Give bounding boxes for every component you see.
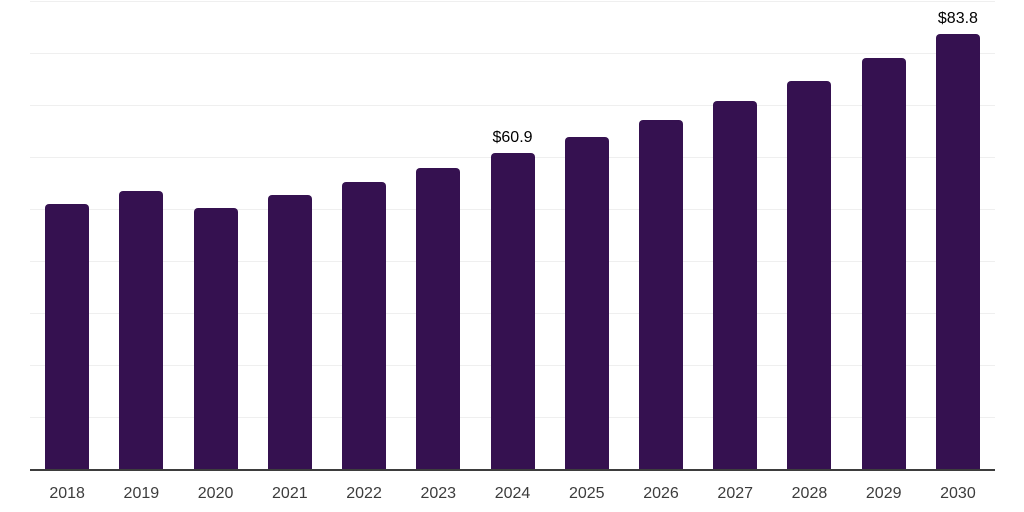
bar-slot-2022: [327, 2, 401, 470]
bar-2019: [119, 191, 164, 470]
plot-area: $60.9 $83.8: [30, 1, 995, 471]
bar-slot-2026: [624, 2, 698, 470]
bar-slot-2030: $83.8: [921, 2, 995, 470]
bar-value-label-2030: $83.8: [937, 10, 978, 28]
x-tick-label-2027: 2027: [717, 485, 754, 502]
x-tick-label-2018: 2018: [49, 485, 85, 502]
bar-slot-2029: [847, 2, 921, 470]
x-tick-label-2029: 2029: [865, 485, 902, 502]
bar-2025: [564, 136, 609, 470]
gridline-90: [30, 1, 995, 2]
x-tick-label-2025: 2025: [568, 485, 605, 502]
x-tick-label-2024: 2024: [494, 485, 531, 502]
x-axis-tick-labels: 2018 2019 2020 2021 2022 2023 2024 2025 2026 2027…: [30, 484, 995, 503]
bar-2018: [45, 204, 90, 470]
bar-2029: [861, 58, 906, 470]
x-tick-label-2028: 2028: [791, 485, 828, 502]
x-tick-label-2023: 2023: [420, 485, 457, 502]
bar-slot-2027: [698, 2, 772, 470]
bar-slot-2024: $60.9: [475, 2, 549, 470]
x-tick-label-2026: 2026: [643, 485, 679, 502]
bar-slot-2020: [178, 2, 252, 470]
bar-2030: [935, 34, 980, 470]
x-tick-label-2030: 2030: [940, 485, 976, 502]
bar-2028: [787, 80, 832, 470]
x-tick-label-2021: 2021: [272, 485, 308, 502]
x-tick-label-2019: 2019: [123, 485, 160, 502]
x-axis-line: [30, 469, 995, 471]
gridline-80: [30, 53, 995, 54]
bar-2020: [193, 208, 238, 470]
bar-2023: [416, 168, 461, 470]
bar-2021: [267, 195, 312, 470]
bars-layer: $60.9 $83.8: [30, 2, 995, 470]
bar-2022: [342, 182, 387, 470]
bar-slot-2023: [401, 2, 475, 470]
gridline-70: [30, 105, 995, 106]
bar-slot-2021: [253, 2, 327, 470]
x-tick-label-2022: 2022: [346, 485, 382, 502]
bar-value-label-2024: $60.9: [492, 129, 533, 147]
x-tick-label-2020: 2020: [197, 485, 234, 502]
bar-slot-2019: [104, 2, 178, 470]
bar-slot-2028: [772, 2, 846, 470]
bar-slot-2018: [30, 2, 104, 470]
bar-2026: [638, 119, 683, 470]
bar-2027: [713, 100, 758, 470]
bar-slot-2025: [550, 2, 624, 470]
bar-2024: [490, 153, 535, 470]
